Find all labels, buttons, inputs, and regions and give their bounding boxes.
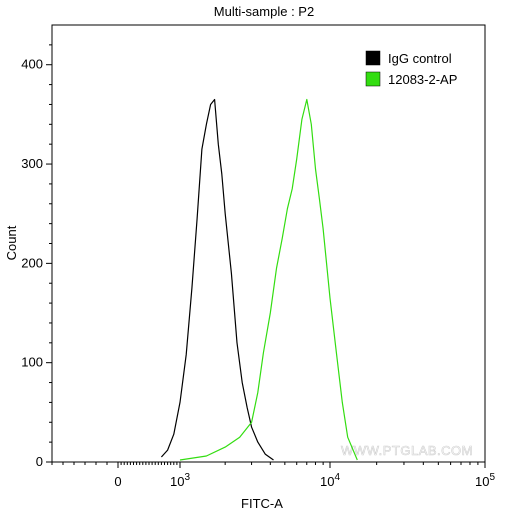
chart-title: Multi-sample : P2 (214, 4, 314, 19)
svg-text:WWW.PTGLAB.COM: WWW.PTGLAB.COM (341, 443, 473, 458)
y-tick-label: 200 (21, 255, 43, 270)
legend: IgG control 12083-2-AP (365, 50, 457, 87)
legend-label: IgG control (388, 51, 452, 66)
y-axis-label: Count (4, 225, 19, 260)
y-tick-label: 0 (36, 454, 43, 469)
x-tick-label: 103 (170, 472, 190, 489)
x-tick-label: 0 (114, 474, 121, 489)
y-axis-ticks: 0 100 200 300 400 (21, 44, 52, 469)
legend-swatch (365, 71, 381, 87)
y-tick-label: 300 (21, 156, 43, 171)
watermark: WWW.PTGLAB.COM (341, 443, 473, 459)
legend-swatch (365, 50, 381, 66)
y-tick-label: 400 (21, 57, 43, 72)
x-axis-label: FITC-A (241, 496, 283, 511)
y-tick-label: 100 (21, 355, 43, 370)
x-tick-label: 104 (320, 472, 340, 489)
x-tick-label: 105 (475, 472, 495, 489)
series-line-1 (160, 98, 274, 461)
series-layer (160, 98, 358, 461)
plot-frame (51, 24, 486, 463)
series-line-2 (179, 98, 358, 461)
x-axis-ticks: 0 103 104 105 (51, 462, 495, 489)
legend-label: 12083-2-AP (388, 72, 457, 87)
